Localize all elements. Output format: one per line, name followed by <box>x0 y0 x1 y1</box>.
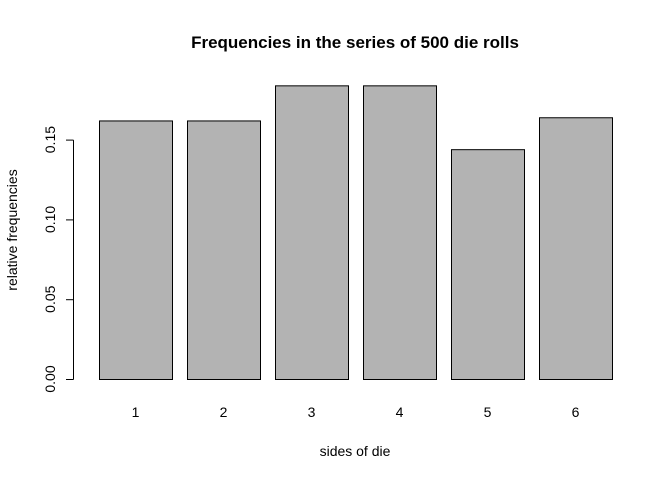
bar-side-5 <box>451 149 525 380</box>
x-tick-label: 1 <box>132 404 140 420</box>
x-tick-label: 3 <box>308 404 316 420</box>
chart-title: Frequencies in the series of 500 die rol… <box>191 33 519 52</box>
x-tick-label: 4 <box>396 404 404 420</box>
x-axis-label: sides of die <box>320 443 391 459</box>
bar-side-2 <box>187 120 261 380</box>
x-tick-label: 6 <box>572 404 580 420</box>
bar-side-1 <box>99 120 173 380</box>
bars-layer <box>99 85 613 380</box>
bar-side-4 <box>363 85 437 380</box>
x-axis: 1 2 3 4 5 6 <box>132 404 580 420</box>
x-tick-label: 5 <box>484 404 492 420</box>
y-tick-label: 0.10 <box>42 206 58 233</box>
y-tick-label: 0.05 <box>42 285 58 312</box>
y-tick-label: 0.00 <box>42 365 58 392</box>
bar-side-6 <box>539 117 613 380</box>
bar-side-3 <box>275 85 349 380</box>
y-axis-label: relative frequencies <box>4 169 20 290</box>
y-axis: 0.00 0.05 0.10 0.15 <box>42 126 74 393</box>
y-tick-label: 0.15 <box>42 126 58 153</box>
x-tick-label: 2 <box>220 404 228 420</box>
